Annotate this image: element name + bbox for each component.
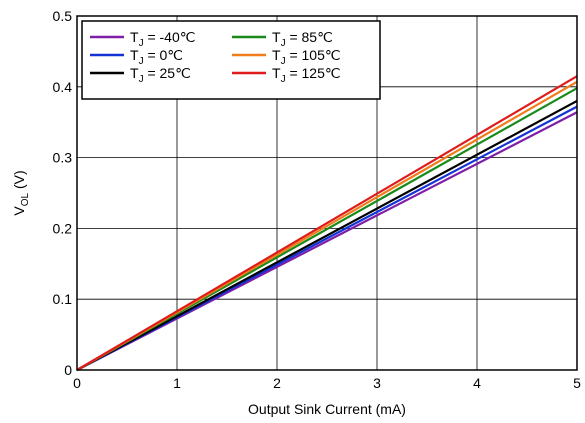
y-axis-title: VOL (V) xyxy=(11,170,31,215)
x-tick-label: 3 xyxy=(373,375,381,391)
y-tick-label: 0.2 xyxy=(53,220,73,236)
x-tick-label: 4 xyxy=(473,375,481,391)
legend-label-0: TJ = -40℃ xyxy=(130,29,195,49)
ticks: 0 1 2 3 4 5 0 0.1 0.2 0.3 0.4 0.5 xyxy=(53,8,582,391)
legend: TJ = -40℃TJ = 0℃TJ = 25℃ TJ = 85℃TJ = 105… xyxy=(81,20,381,100)
legend-label-1: TJ = 0℃ xyxy=(130,47,183,67)
y-tick-label: 0.5 xyxy=(53,8,73,24)
x-tick-label: 2 xyxy=(273,375,281,391)
series-line-2 xyxy=(76,99,578,371)
legend-label-2: TJ = 25℃ xyxy=(130,65,191,85)
legend-label-5: TJ = 125℃ xyxy=(272,65,341,85)
legend-box xyxy=(81,20,381,100)
x-tick-label: 0 xyxy=(73,375,81,391)
plot-frame xyxy=(76,15,578,371)
series-layer xyxy=(76,75,578,371)
x-axis-title: Output Sink Current (mA) xyxy=(248,401,406,417)
y-tick-label: 0 xyxy=(64,362,72,378)
legend-label-3: TJ = 85℃ xyxy=(272,29,333,49)
y-tick-label: 0.4 xyxy=(53,79,73,95)
y-tick-label: 0.1 xyxy=(53,291,73,307)
y-tick-label: 0.3 xyxy=(53,150,73,166)
x-tick-label: 1 xyxy=(173,375,181,391)
legend-label-4: TJ = 105℃ xyxy=(272,47,341,67)
series-line-5 xyxy=(76,75,578,371)
x-tick-label: 5 xyxy=(573,375,581,391)
